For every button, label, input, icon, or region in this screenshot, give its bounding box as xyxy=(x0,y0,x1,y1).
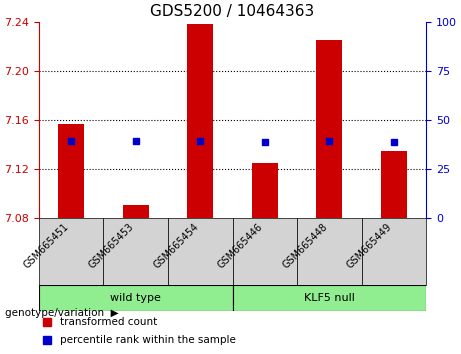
FancyBboxPatch shape xyxy=(297,218,361,285)
Text: wild type: wild type xyxy=(110,293,161,303)
Text: GSM665454: GSM665454 xyxy=(151,221,200,270)
Bar xyxy=(123,205,148,218)
FancyBboxPatch shape xyxy=(168,218,232,285)
Bar xyxy=(381,150,407,218)
FancyBboxPatch shape xyxy=(232,218,297,285)
Bar xyxy=(316,40,342,218)
FancyBboxPatch shape xyxy=(39,285,232,310)
Text: GSM665446: GSM665446 xyxy=(216,221,265,270)
FancyBboxPatch shape xyxy=(361,218,426,285)
Bar xyxy=(252,163,278,218)
Title: GDS5200 / 10464363: GDS5200 / 10464363 xyxy=(150,4,314,19)
Text: KLF5 null: KLF5 null xyxy=(304,293,355,303)
Text: GSM665449: GSM665449 xyxy=(345,221,394,270)
Text: GSM665448: GSM665448 xyxy=(280,221,329,270)
Text: transformed count: transformed count xyxy=(60,316,158,327)
Text: percentile rank within the sample: percentile rank within the sample xyxy=(60,335,236,345)
Bar xyxy=(58,124,84,218)
FancyBboxPatch shape xyxy=(232,285,426,310)
Text: GSM665453: GSM665453 xyxy=(87,221,136,270)
Text: genotype/variation  ▶: genotype/variation ▶ xyxy=(5,308,118,318)
FancyBboxPatch shape xyxy=(103,218,168,285)
FancyBboxPatch shape xyxy=(39,218,103,285)
Bar xyxy=(187,24,213,218)
Text: GSM665451: GSM665451 xyxy=(22,221,71,270)
